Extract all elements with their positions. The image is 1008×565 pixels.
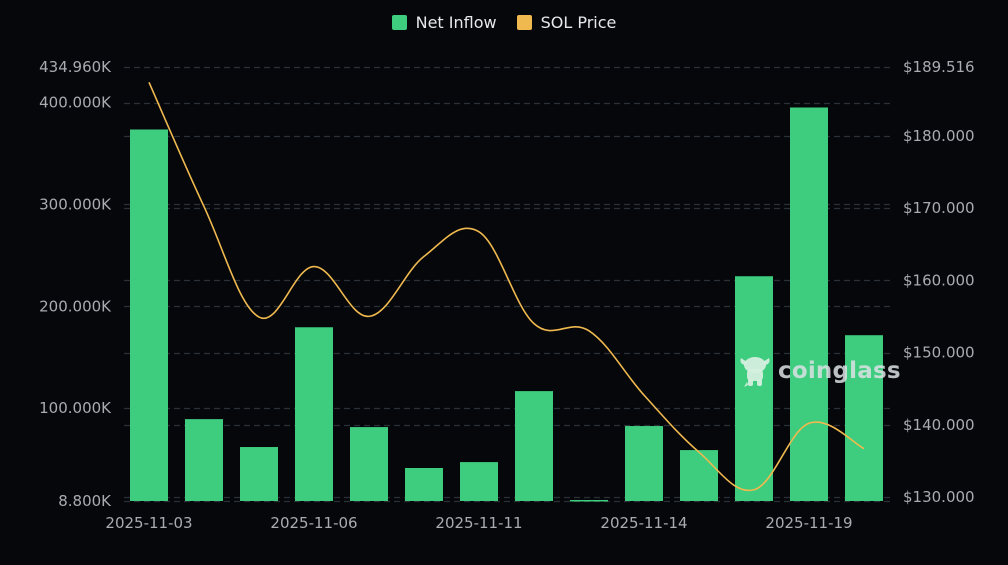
net-inflow-bar[interactable] <box>460 462 498 501</box>
sol-price-swatch-icon <box>516 15 532 30</box>
right-axis-tick-label: $189.516 <box>903 58 975 76</box>
net-inflow-bar[interactable] <box>350 427 388 501</box>
legend-label-sol-price: SOL Price <box>540 13 617 32</box>
net-inflow-bar[interactable] <box>240 447 278 501</box>
sol-price-line-path <box>148 81 865 492</box>
net-inflow-bar[interactable] <box>185 419 223 501</box>
left-axis-tick-label: 200.000K <box>39 297 112 315</box>
x-axis-tick-label: 2025-11-19 <box>765 514 852 532</box>
x-axis-tick-label: 2025-11-14 <box>600 514 687 532</box>
legend-item-sol-price[interactable]: SOL Price <box>516 13 617 32</box>
right-axis-tick-label: $130.000 <box>903 488 975 506</box>
net-inflow-swatch-icon <box>391 15 407 30</box>
legend-item-net-inflow[interactable]: Net Inflow <box>391 13 497 32</box>
net-inflow-bar[interactable] <box>790 107 828 501</box>
chart-legend: Net Inflow SOL Price <box>0 13 1008 32</box>
sol-price-line <box>148 81 865 492</box>
grid-lines <box>124 66 890 503</box>
net-inflow-bar[interactable] <box>405 468 443 501</box>
left-axis-tick-label: 100.000K <box>39 399 112 417</box>
x-axis: 2025-11-03 2025-11-06 2025-11-11 2025-11-14… <box>105 514 852 532</box>
net-inflow-bars <box>130 107 883 502</box>
left-y-axis: 434.960K 400.000K 300.000K 200.000K 100.000K… <box>39 58 112 510</box>
x-axis-tick-label: 2025-11-03 <box>105 514 192 532</box>
watermark-text: coinglass <box>778 358 901 384</box>
coinglass-watermark: coinglass <box>738 352 901 390</box>
net-inflow-bar[interactable] <box>735 276 773 501</box>
net-inflow-bar[interactable] <box>130 129 168 501</box>
net-inflow-bar[interactable] <box>570 499 608 502</box>
right-axis-tick-label: $140.000 <box>903 416 975 434</box>
x-axis-tick-label: 2025-11-11 <box>435 514 522 532</box>
net-inflow-bar[interactable] <box>295 327 333 501</box>
right-axis-tick-label: $150.000 <box>903 344 975 362</box>
left-axis-tick-label: 300.000K <box>39 195 112 213</box>
right-axis-tick-label: $180.000 <box>903 127 975 145</box>
coinglass-bull-logo-icon <box>740 357 770 387</box>
left-axis-tick-label: 8.800K <box>58 492 112 510</box>
left-axis-tick-label: 400.000K <box>39 94 112 112</box>
x-axis-tick-label: 2025-11-06 <box>270 514 357 532</box>
right-axis-tick-label: $160.000 <box>903 271 975 289</box>
net-inflow-bar[interactable] <box>515 391 553 501</box>
left-axis-tick-label: 434.960K <box>39 58 112 76</box>
net-inflow-bar[interactable] <box>625 426 663 501</box>
legend-label-net-inflow: Net Inflow <box>415 13 497 32</box>
net-inflow-bar[interactable] <box>845 335 883 501</box>
net-inflow-bar[interactable] <box>680 450 718 501</box>
right-y-axis: $189.516 $180.000 $170.000 $160.000 $150.000… <box>903 58 975 506</box>
right-axis-tick-label: $170.000 <box>903 199 975 217</box>
